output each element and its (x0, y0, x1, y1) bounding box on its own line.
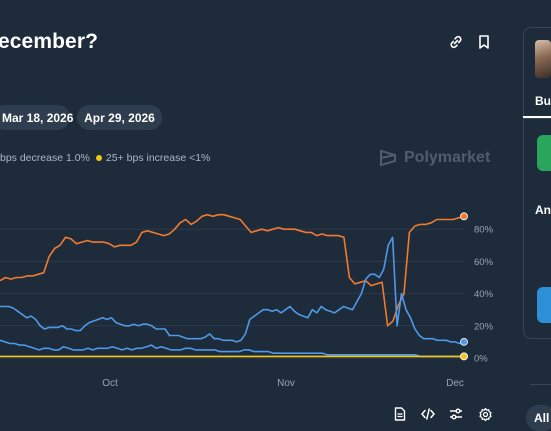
filter-all-label: All (534, 411, 550, 425)
yes-button[interactable] (537, 135, 551, 171)
x-axis: Oct Nov Dec (102, 378, 464, 389)
series-line (0, 213, 465, 327)
polymarket-watermark: Polymarket (378, 149, 490, 167)
y-tick-label: 0% (474, 354, 488, 365)
market-avatar (535, 40, 551, 78)
series-endpoint (460, 337, 468, 346)
date-pill-start[interactable]: Mar 18, 2026 (0, 105, 74, 130)
x-tick-label: Oct (102, 378, 118, 389)
watermark-text: Polymarket (404, 149, 491, 166)
chart-grid (0, 228, 464, 359)
series-endpoint (460, 352, 468, 361)
chart-legend: bps decrease 1.0% 25+ bps increase <1% (0, 152, 210, 164)
amount-label: An (535, 203, 551, 217)
market-title: ecember? (0, 30, 99, 53)
chart-series (0, 212, 468, 361)
trade-button[interactable] (537, 287, 551, 323)
date-pill-end[interactable]: Apr 29, 2026 (77, 105, 162, 130)
y-tick-label: 80% (474, 225, 494, 236)
legend-dot-increase (95, 155, 102, 161)
y-axis: 80% 60% 40% 20% 0% (474, 225, 494, 365)
bookmark-icon[interactable] (474, 32, 494, 52)
series-endpoint (460, 212, 468, 221)
y-tick-label: 40% (474, 289, 494, 300)
x-tick-label: Dec (446, 378, 464, 389)
code-icon[interactable] (420, 406, 436, 422)
legend-item-increase: 25+ bps increase <1% (105, 152, 211, 164)
document-icon[interactable] (392, 406, 408, 422)
polymarket-logo-icon (380, 149, 396, 167)
y-tick-label: 60% (474, 257, 494, 268)
tab-divider (523, 118, 551, 119)
section-divider (530, 384, 551, 385)
filter-all-pill[interactable]: All (526, 405, 551, 431)
series-line (0, 339, 464, 358)
date-pill-start-label: Mar 18, 2026 (2, 110, 74, 125)
settings-icon[interactable] (477, 406, 493, 422)
legend-item-decrease: bps decrease 1.0% (0, 152, 90, 164)
y-tick-label: 20% (474, 321, 494, 332)
link-icon[interactable] (446, 32, 466, 52)
x-tick-label: Nov (277, 378, 295, 389)
sliders-icon[interactable] (448, 406, 464, 422)
series-line (0, 236, 465, 345)
tab-active-underline (523, 116, 551, 118)
date-pill-end-label: Apr 29, 2026 (84, 110, 155, 125)
tab-buy[interactable]: Bu (535, 94, 551, 108)
